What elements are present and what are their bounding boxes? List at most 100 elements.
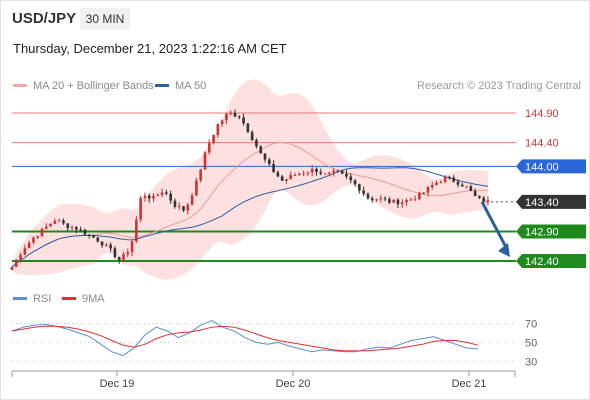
candle-body [336, 170, 340, 172]
candle-body [100, 241, 104, 246]
candle-body [190, 195, 194, 205]
candle-body [105, 244, 108, 246]
candle-body [315, 168, 318, 172]
candle-body [276, 172, 280, 177]
candle-body [79, 229, 82, 231]
rsi-tick-30: 30 [525, 356, 537, 368]
credit-text: Research © 2023 Trading Central [416, 80, 581, 92]
candle-body [229, 112, 233, 114]
ma50-line [11, 167, 489, 268]
candle-body [358, 184, 361, 191]
legend-rsi-ma: 9MA [62, 293, 105, 305]
candle-body [87, 234, 91, 236]
candle-body [96, 237, 100, 242]
legend-ma20: MA 20 + Bollinger Bands [13, 80, 154, 92]
candle-body [267, 159, 271, 164]
candle-body [182, 206, 185, 211]
candle-body [156, 194, 160, 196]
symbol-title: USD/JPY [12, 10, 77, 27]
candle-body [233, 112, 237, 117]
candle-body [392, 199, 395, 203]
candle-body [10, 267, 14, 270]
candle-body [83, 229, 87, 235]
candle-body [418, 192, 421, 200]
candle-body [409, 199, 413, 201]
legend-rsi-label: RSI [33, 293, 52, 305]
level-label-143.40: 143.40 [525, 197, 559, 209]
candle-body [27, 242, 31, 249]
level-label-144.90: 144.90 [525, 108, 559, 120]
candle-body [14, 259, 18, 268]
candle-body [220, 120, 224, 125]
candle-body [439, 182, 443, 184]
candle-body [332, 170, 335, 173]
candle-body [122, 254, 125, 261]
candle-body [195, 180, 198, 196]
rsi-line [11, 320, 479, 357]
candle-body [426, 187, 430, 193]
candle-body [259, 146, 263, 154]
candle-body [49, 223, 52, 227]
level-label-144.00: 144.00 [525, 161, 559, 173]
candle-body [388, 199, 391, 203]
candle-body [160, 192, 164, 195]
candle-body [169, 193, 172, 201]
candle-body [280, 176, 284, 181]
legend-rsi-ma-label: 9MA [82, 293, 105, 305]
candle-body [405, 200, 408, 203]
candle-body [430, 185, 434, 188]
candle-body [452, 177, 455, 182]
candle-body [246, 123, 250, 133]
candle-body [293, 174, 297, 176]
candle-body [349, 176, 353, 181]
candle-body [117, 257, 121, 261]
candle-body [53, 220, 57, 224]
candle-body [465, 186, 468, 188]
candle-body [323, 173, 327, 175]
candle-body [353, 180, 357, 185]
candle-body [272, 163, 275, 173]
candle-body [173, 200, 177, 207]
candle-body [62, 220, 65, 224]
x-tick-label: Dec 19 [100, 378, 135, 390]
forecast-arrow-head [498, 243, 510, 258]
candle-body [413, 199, 417, 201]
candle-body [216, 124, 220, 135]
candle-body [370, 198, 374, 201]
candle-body [285, 179, 288, 181]
legend-ma50: MA 50 [155, 80, 206, 92]
level-label-142.90: 142.90 [525, 226, 559, 238]
candle-body [298, 173, 301, 175]
candle-body [36, 236, 40, 238]
candle-body [435, 182, 438, 186]
candle-body [242, 117, 245, 124]
timestamp: Thursday, December 21, 2023 1:22:16 AM C… [13, 41, 287, 56]
candle-body [139, 197, 142, 220]
candle-body [66, 223, 70, 228]
candle-body [478, 195, 481, 198]
candle-body [486, 200, 490, 202]
candle-body [469, 186, 473, 192]
candle-body [143, 195, 147, 198]
candle-body [456, 181, 460, 185]
rsi-tick-50: 50 [525, 337, 537, 349]
candle-body [75, 227, 78, 230]
candle-body [237, 116, 241, 118]
candle-body [328, 172, 331, 174]
candle-body [400, 202, 404, 205]
candle-body [186, 204, 190, 211]
candle-body [130, 241, 134, 253]
candle-body [396, 199, 400, 205]
candle-body [340, 170, 344, 174]
rsi-ma-line [11, 325, 479, 352]
candle-body [203, 152, 207, 170]
candle-body [255, 140, 258, 147]
x-tick-label: Dec 20 [276, 378, 311, 390]
candle-body [40, 228, 44, 237]
legend-ma50-label: MA 50 [175, 80, 207, 92]
candle-body [109, 244, 112, 249]
candle-body [383, 198, 387, 200]
x-tick-label: Dec 21 [452, 378, 487, 390]
timeframe-button[interactable]: 30 MIN [80, 8, 130, 30]
candle-body [199, 169, 202, 181]
